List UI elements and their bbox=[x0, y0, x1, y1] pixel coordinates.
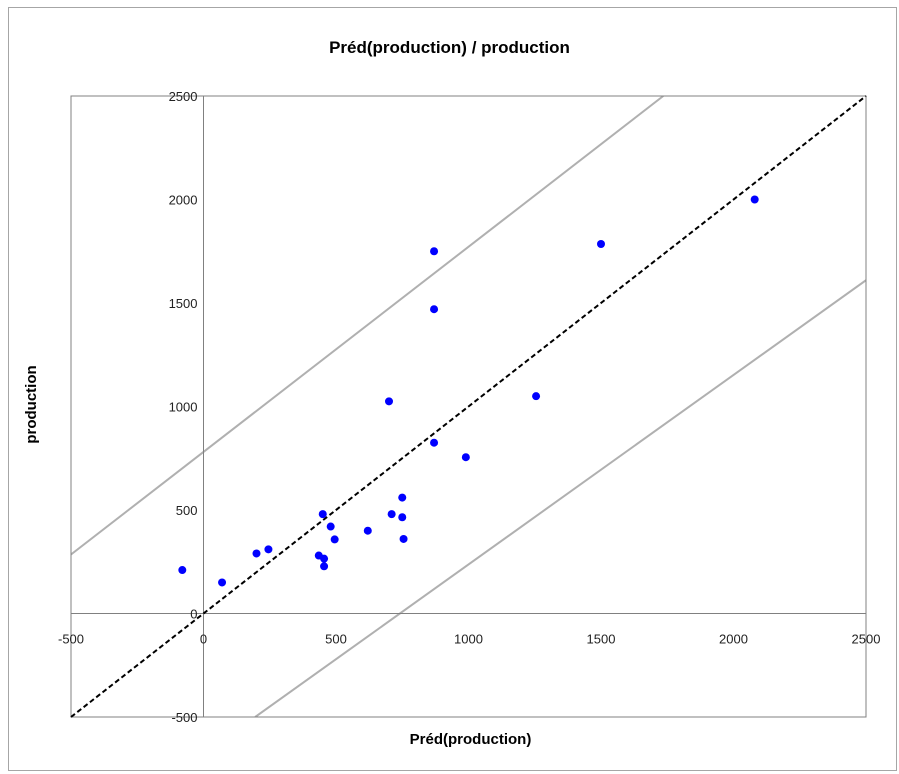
data-point-0 bbox=[178, 566, 187, 575]
y-tick-label: 2500 bbox=[169, 89, 198, 104]
y-tick-label: 1500 bbox=[169, 296, 198, 311]
x-tick-label: -500 bbox=[58, 632, 84, 647]
data-point-21 bbox=[597, 240, 605, 249]
y-tick-label: -500 bbox=[171, 710, 197, 725]
data-point-15 bbox=[399, 534, 408, 543]
data-point-9 bbox=[330, 535, 339, 544]
data-points bbox=[178, 195, 759, 587]
data-point-7 bbox=[320, 562, 329, 571]
x-tick-label: 0 bbox=[200, 632, 207, 647]
chart-title: Préd(production) / production bbox=[329, 38, 570, 57]
data-point-19 bbox=[461, 453, 470, 462]
y-tick-label: 2000 bbox=[169, 193, 198, 208]
reference-line bbox=[70, 95, 867, 718]
data-point-10 bbox=[363, 526, 372, 535]
plot-area-border bbox=[70, 95, 867, 718]
y-axis-title: production bbox=[23, 365, 40, 443]
data-point-5 bbox=[318, 510, 327, 519]
data-point-14 bbox=[398, 513, 407, 522]
confidence-band-lower bbox=[254, 279, 866, 717]
data-point-11 bbox=[385, 397, 393, 406]
x-axis-title: Préd(production) bbox=[410, 731, 532, 748]
confidence-bands bbox=[71, 96, 866, 717]
data-point-13 bbox=[398, 493, 407, 502]
x-tick-label: 2000 bbox=[719, 632, 748, 647]
data-point-20 bbox=[532, 392, 541, 401]
reference-line-group bbox=[70, 95, 867, 718]
data-point-16 bbox=[430, 247, 439, 256]
x-tick-label: 2500 bbox=[852, 632, 881, 647]
data-point-3 bbox=[264, 545, 273, 554]
y-tick-label: 1000 bbox=[169, 400, 198, 415]
x-tick-label: 1000 bbox=[454, 632, 483, 647]
y-tick-label: 500 bbox=[176, 503, 198, 518]
data-point-8 bbox=[326, 522, 335, 531]
data-point-2 bbox=[252, 549, 261, 558]
data-point-17 bbox=[430, 305, 439, 314]
data-point-1 bbox=[218, 578, 227, 587]
x-tick-label: 1500 bbox=[587, 632, 616, 647]
y-tick-label: 0 bbox=[190, 607, 197, 622]
data-point-18 bbox=[430, 438, 439, 447]
chart-frame bbox=[8, 7, 897, 771]
data-point-12 bbox=[387, 510, 396, 519]
confidence-band-upper bbox=[71, 96, 664, 556]
data-point-6 bbox=[320, 554, 329, 563]
data-point-22 bbox=[750, 195, 759, 204]
x-tick-label: 500 bbox=[325, 632, 347, 647]
tick-labels: -500 0 500 1000 1500 2000 2500 -500 0 500 1000 1500… bbox=[58, 89, 880, 725]
